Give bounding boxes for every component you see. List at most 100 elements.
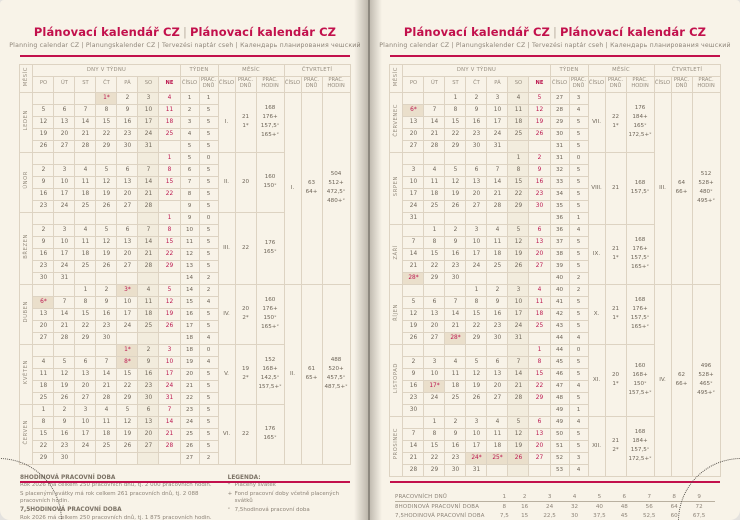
header-days-of-week: DNY V TÝDNU	[402, 63, 551, 77]
day-cell: 8	[507, 163, 530, 177]
day-cell: 30	[465, 139, 488, 153]
day-cell: 1*	[116, 343, 139, 357]
day-cell: 14	[402, 247, 425, 261]
week-number: 32	[549, 163, 570, 177]
day-cell: 21	[507, 379, 530, 393]
day-cell: 4	[32, 355, 55, 369]
week-workdays: 0	[198, 343, 219, 357]
day-cell: 10	[158, 355, 181, 369]
day-cell: 5	[507, 415, 530, 429]
day-cell: 27	[465, 199, 488, 213]
day-cell: 20	[486, 379, 509, 393]
week-number: 46	[549, 367, 570, 381]
quarter-workdays: 64 66+	[670, 91, 693, 285]
day-cell: 28	[137, 259, 160, 273]
day-cell: 25	[528, 319, 551, 333]
week-workdays: 4	[198, 355, 219, 369]
day-cell	[53, 283, 76, 297]
day-cell: 10	[137, 103, 160, 117]
month-workdays: 21 1*	[234, 91, 257, 153]
hours-value: 52,5	[642, 512, 656, 519]
day-cell: 11	[74, 235, 97, 249]
day-cell: 24	[116, 319, 139, 333]
week-workdays: 0	[568, 343, 589, 357]
day-cell: 23	[402, 391, 425, 405]
week-number: 51	[549, 439, 570, 453]
day-cell: 19	[528, 115, 551, 129]
month-workdays: 21 1*	[604, 223, 627, 285]
day-cell: 24*	[465, 451, 488, 465]
bottom-rule	[390, 481, 720, 483]
week-number: 25	[179, 427, 200, 441]
week-number: 11	[179, 235, 200, 249]
day-cell: 30	[486, 331, 509, 345]
day-cell: 2	[95, 283, 118, 297]
week-workdays: 5	[198, 403, 219, 417]
day-cell: 2	[32, 163, 55, 177]
week-number: 7	[179, 175, 200, 189]
day-cell: 22	[528, 379, 551, 393]
hours-value: 2	[515, 491, 534, 502]
day-cell: 17	[53, 187, 76, 201]
page-subtitle: Planning calendar CZ | Planungskalender …	[379, 42, 731, 49]
header-day-so: SO	[137, 75, 160, 93]
header-day-po: PO	[402, 75, 425, 93]
day-cell: 1	[423, 415, 446, 429]
day-cell: 18	[74, 187, 97, 201]
day-cell: 6	[137, 403, 160, 417]
day-cell: 30	[116, 139, 139, 153]
day-cell: 24	[486, 127, 509, 141]
month-number: II.	[217, 151, 236, 213]
day-cell: 7	[95, 355, 118, 369]
header-day-st: ST	[444, 75, 467, 93]
day-cell: 7	[402, 235, 425, 249]
day-cell: 1	[444, 91, 467, 105]
header-sub: ČÍSLO	[217, 75, 236, 93]
week-number: 8	[179, 187, 200, 201]
week-number: 27	[179, 451, 200, 465]
day-cell: 10	[507, 295, 530, 309]
week-workdays: 5	[568, 427, 589, 441]
hours-value: 4	[565, 491, 584, 502]
title-czech: Plánovací kalendář CZ	[403, 25, 550, 39]
day-cell: 8	[32, 415, 55, 429]
day-cell	[32, 283, 55, 297]
day-cell: 5	[53, 355, 76, 369]
quarter-number: II.	[283, 283, 302, 465]
day-cell	[507, 463, 530, 477]
day-cell: 28*	[444, 331, 467, 345]
day-cell: 18	[74, 247, 97, 261]
header-month-vertical: MĚSÍC	[19, 63, 34, 93]
day-cell: 31	[486, 139, 509, 153]
quarter-workdays: 61 65+	[300, 283, 323, 465]
week-number: 45	[549, 355, 570, 369]
day-cell: 9	[137, 355, 160, 369]
quarter-workhours: 504 512+ 472,5ˣ 480+ˣ	[321, 91, 351, 285]
week-number: 9	[179, 199, 200, 213]
day-cell: 17	[465, 247, 488, 261]
week-number: 38	[549, 247, 570, 261]
day-cell: 1	[507, 151, 530, 165]
day-cell	[32, 91, 55, 105]
day-cell: 21	[444, 319, 467, 333]
day-cell	[402, 343, 425, 357]
day-cell: 2	[465, 91, 488, 105]
week-workdays: 5	[198, 223, 219, 237]
week-number: 21	[179, 379, 200, 393]
day-cell: 11	[158, 103, 181, 117]
week-number: 52	[549, 451, 570, 465]
day-cell: 21	[137, 187, 160, 201]
day-cell: 15	[465, 307, 488, 321]
day-cell: 16	[32, 187, 55, 201]
day-cell: 25	[95, 439, 118, 453]
day-cell: 23	[465, 127, 488, 141]
legend-symbol: +	[227, 490, 233, 497]
week-workdays: 0	[198, 151, 219, 165]
day-cell: 13	[465, 175, 488, 189]
day-cell: 13	[116, 175, 139, 189]
week-number: 5	[179, 139, 200, 153]
day-cell	[465, 343, 488, 357]
day-cell: 14	[95, 367, 118, 381]
month-workdays: 20 2*	[234, 283, 257, 345]
month-name: LEDEN	[19, 91, 34, 153]
